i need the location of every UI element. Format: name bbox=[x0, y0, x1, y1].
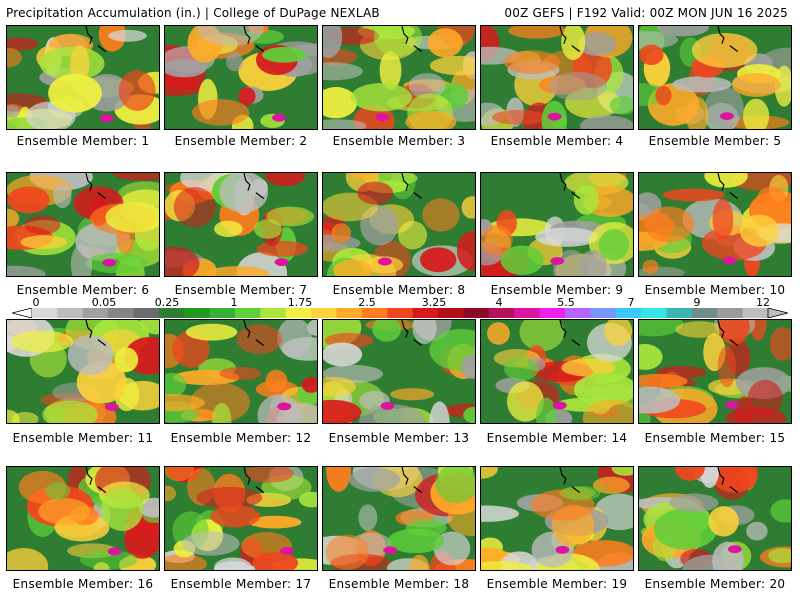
color-bar-swatch bbox=[82, 308, 109, 318]
color-bar-swatch bbox=[641, 308, 667, 318]
color-bar-swatch bbox=[32, 308, 58, 318]
color-bar-tick-label: 0 bbox=[32, 296, 40, 309]
ensemble-member-label: Ensemble Member: 15 bbox=[644, 431, 786, 445]
color-bar-tick-label: 3.25 bbox=[421, 296, 447, 309]
ensemble-member-map bbox=[322, 319, 476, 424]
color-bar-swatch bbox=[412, 308, 439, 318]
ensemble-member-map bbox=[480, 466, 634, 571]
ensemble-member-label: Ensemble Member: 20 bbox=[644, 577, 786, 591]
ensemble-member-map bbox=[322, 172, 476, 277]
color-bar-swatch bbox=[158, 308, 185, 318]
color-bar-swatch bbox=[235, 308, 261, 318]
color-bar-tick-label: 5.5 bbox=[557, 296, 575, 309]
ensemble-member-map bbox=[164, 466, 318, 571]
ensemble-member-map bbox=[322, 25, 476, 130]
color-bar-tick-label: 9 bbox=[693, 296, 701, 309]
ensemble-member-label: Ensemble Member: 12 bbox=[170, 431, 312, 445]
ensemble-member-label: Ensemble Member: 11 bbox=[12, 431, 154, 445]
color-bar-swatch bbox=[666, 308, 693, 318]
color-bar-swatch bbox=[514, 308, 540, 318]
ensemble-member-map bbox=[480, 319, 634, 424]
color-bar-swatch bbox=[260, 308, 287, 318]
color-bar-swatch bbox=[717, 308, 744, 318]
ensemble-member-label: Ensemble Member: 1 bbox=[16, 134, 150, 148]
run-valid-time: 00Z GEFS | F192 Valid: 00Z MON JUN 16 20… bbox=[504, 6, 788, 20]
ensemble-member-map bbox=[164, 25, 318, 130]
color-bar-swatch bbox=[133, 308, 160, 318]
color-bar-swatch bbox=[336, 308, 363, 318]
ensemble-member-label: Ensemble Member: 10 bbox=[644, 283, 786, 297]
color-bar-swatch bbox=[615, 308, 642, 318]
color-bar-swatch bbox=[691, 308, 718, 318]
ensemble-member-label: Ensemble Member: 5 bbox=[648, 134, 782, 148]
ensemble-member-map bbox=[6, 172, 160, 277]
ensemble-member-label: Ensemble Member: 2 bbox=[174, 134, 308, 148]
color-bar-swatch bbox=[285, 308, 312, 318]
ensemble-member-map bbox=[638, 172, 792, 277]
ensemble-member-label: Ensemble Member: 9 bbox=[490, 283, 624, 297]
ensemble-member-map bbox=[6, 466, 160, 571]
color-bar-swatch bbox=[539, 308, 566, 318]
ensemble-member-map bbox=[164, 172, 318, 277]
color-bar-swatch bbox=[564, 308, 591, 318]
color-bar-swatch bbox=[108, 308, 134, 318]
color-bar-tick-label: 0.25 bbox=[154, 296, 180, 309]
ensemble-member-map bbox=[480, 25, 634, 130]
ensemble-member-map bbox=[164, 319, 318, 424]
ensemble-member-label: Ensemble Member: 7 bbox=[174, 283, 308, 297]
color-bar-swatch bbox=[488, 308, 515, 318]
color-bar-tick-label: 2.5 bbox=[358, 296, 376, 309]
ensemble-member-label: Ensemble Member: 8 bbox=[332, 283, 466, 297]
ensemble-member-label: Ensemble Member: 18 bbox=[328, 577, 470, 591]
color-bar-swatch bbox=[209, 308, 236, 318]
ensemble-member-map bbox=[480, 172, 634, 277]
color-bar bbox=[12, 308, 788, 318]
ensemble-member-label: Ensemble Member: 16 bbox=[12, 577, 154, 591]
ensemble-member-map bbox=[6, 25, 160, 130]
color-bar-min-arrow bbox=[12, 308, 33, 318]
color-bar-swatch bbox=[463, 308, 490, 318]
ensemble-member-label: Ensemble Member: 19 bbox=[486, 577, 628, 591]
color-bar-tick-label: 12 bbox=[756, 296, 770, 309]
color-bar-swatch bbox=[742, 308, 769, 318]
color-bar-swatch bbox=[311, 308, 337, 318]
color-bar-swatch bbox=[184, 308, 211, 318]
color-bar-max-arrow bbox=[767, 308, 788, 318]
color-bar-tick-label: 1.75 bbox=[287, 296, 313, 309]
ensemble-member-map bbox=[322, 466, 476, 571]
ensemble-member-label: Ensemble Member: 4 bbox=[490, 134, 624, 148]
color-bar-tick-label: 7 bbox=[627, 296, 635, 309]
color-bar-swatch bbox=[57, 308, 84, 318]
ensemble-member-label: Ensemble Member: 17 bbox=[170, 577, 312, 591]
ensemble-member-map bbox=[6, 319, 160, 424]
color-bar-swatch bbox=[438, 308, 464, 318]
color-bar-swatch bbox=[590, 308, 617, 318]
ensemble-member-map bbox=[638, 25, 792, 130]
ensemble-member-label: Ensemble Member: 13 bbox=[328, 431, 470, 445]
map-title: Precipitation Accumulation (in.) | Colle… bbox=[6, 6, 380, 20]
color-bar-tick-label: 1 bbox=[230, 296, 238, 309]
color-bar-tick-label: 0.05 bbox=[91, 296, 117, 309]
ensemble-member-label: Ensemble Member: 14 bbox=[486, 431, 628, 445]
ensemble-member-label: Ensemble Member: 6 bbox=[16, 283, 150, 297]
ensemble-member-map bbox=[638, 466, 792, 571]
color-bar-swatch bbox=[387, 308, 414, 318]
color-bar-tick-label: 4 bbox=[495, 296, 503, 309]
color-bar-swatch bbox=[361, 308, 388, 318]
ensemble-member-label: Ensemble Member: 3 bbox=[332, 134, 466, 148]
ensemble-member-map bbox=[638, 319, 792, 424]
